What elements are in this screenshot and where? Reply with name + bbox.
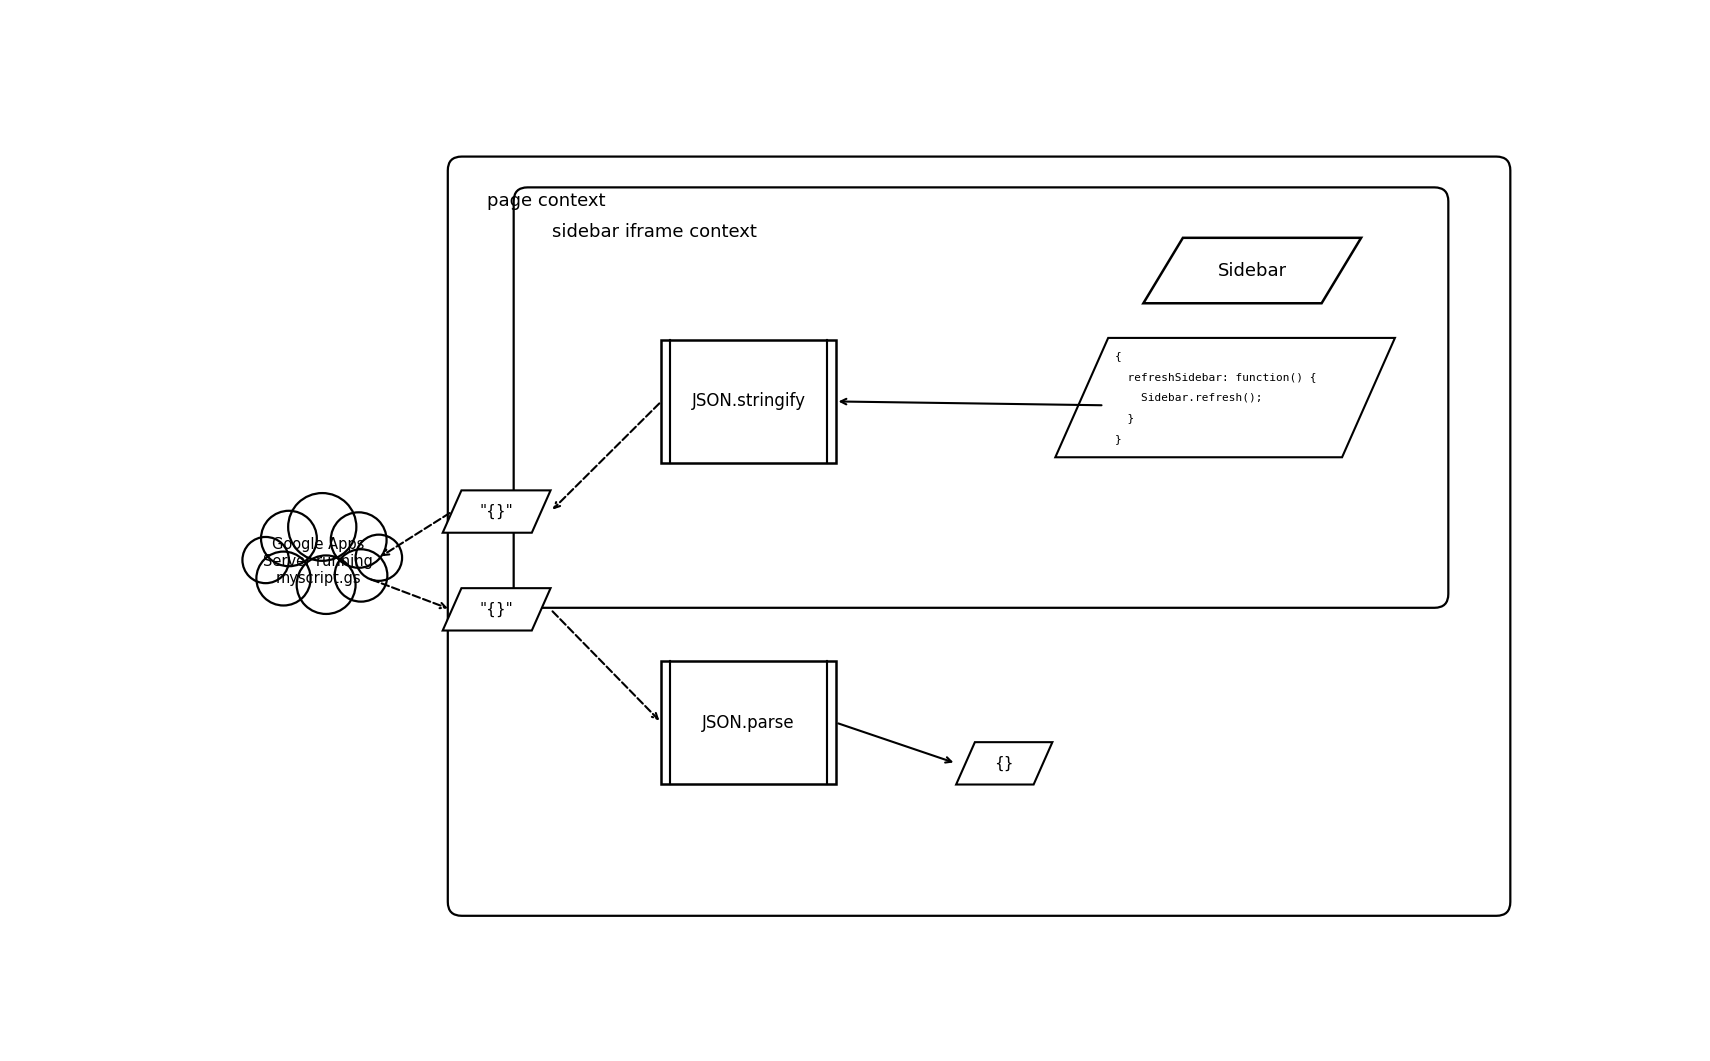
Circle shape [330,512,386,568]
Text: {: { [1115,351,1122,361]
Text: page context: page context [487,192,605,210]
Polygon shape [443,490,551,533]
Circle shape [356,535,402,580]
Bar [662,340,836,463]
Polygon shape [956,742,1052,784]
Text: Sidebar.refresh();: Sidebar.refresh(); [1115,393,1264,402]
Bar [662,661,836,784]
Text: Google Apps
Server running
myscript.gs: Google Apps Server running myscript.gs [263,537,373,587]
FancyBboxPatch shape [448,157,1510,916]
Circle shape [256,552,311,606]
Text: {}: {} [995,755,1014,771]
Circle shape [243,537,289,584]
Text: JSON.parse: JSON.parse [703,714,795,731]
Circle shape [296,556,356,614]
Polygon shape [1144,238,1361,303]
Circle shape [262,510,316,567]
FancyBboxPatch shape [513,188,1448,608]
Circle shape [335,550,388,602]
Text: }: } [1115,414,1135,423]
Text: refreshSidebar: function() {: refreshSidebar: function() { [1115,371,1317,382]
Polygon shape [1055,337,1395,457]
Polygon shape [443,588,551,630]
Text: }: } [1115,434,1122,445]
Text: sidebar iframe context: sidebar iframe context [552,223,758,241]
Text: "{}": "{}" [481,504,513,519]
Circle shape [289,493,356,561]
Text: JSON.stringify: JSON.stringify [691,393,805,411]
Text: "{}": "{}" [481,602,513,616]
Text: Sidebar: Sidebar [1218,262,1288,279]
